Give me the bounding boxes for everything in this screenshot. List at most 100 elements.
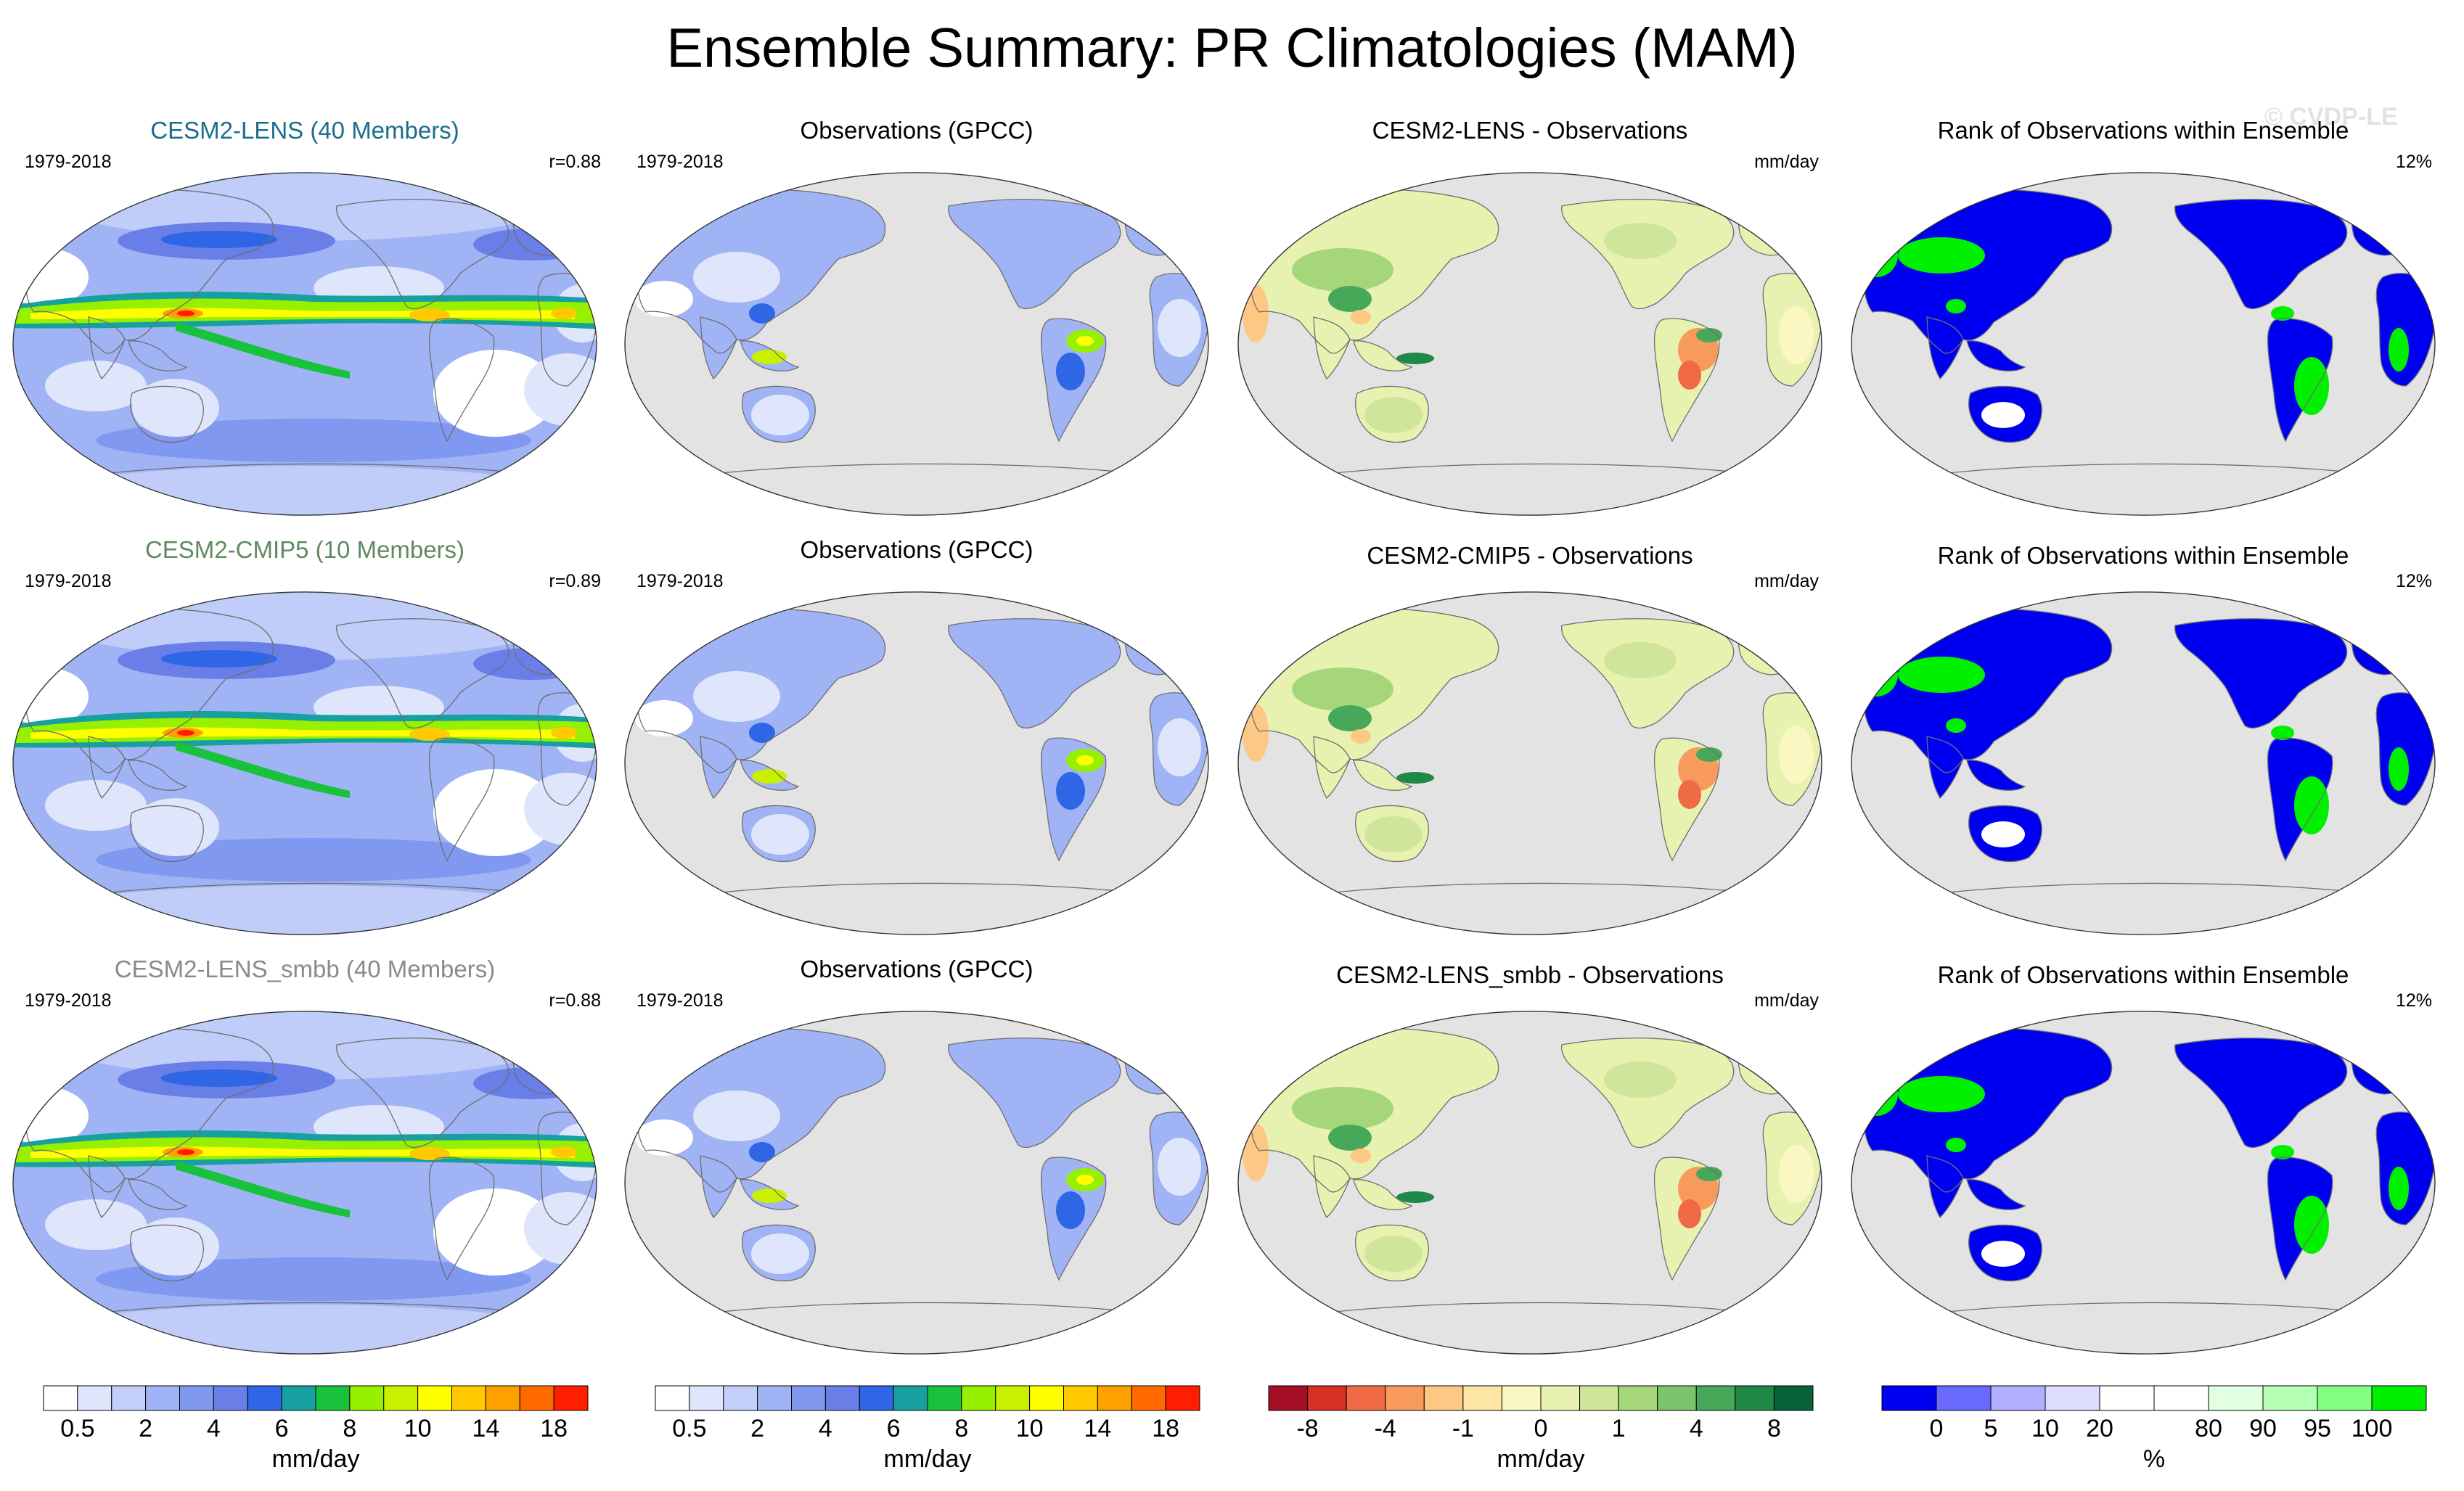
colorbar-tick-label: -8 bbox=[1296, 1415, 1318, 1442]
observations-panel-title: Observations (GPCC) bbox=[800, 956, 1034, 982]
colorbar-box bbox=[179, 1385, 214, 1411]
observations-panel: Observations (GPCC) 1979-2018 bbox=[621, 116, 1213, 522]
rank-map bbox=[1847, 588, 2439, 939]
colorbar-diff-pr: -8 -4 -1 0 1 4 8 mm/day bbox=[1265, 1379, 1817, 1480]
difference-panel: CESM2-LENS_smbb - Observations mm/day bbox=[1234, 955, 1826, 1361]
colorbar-units: mm/day bbox=[272, 1445, 360, 1473]
colorbar-box bbox=[689, 1385, 724, 1411]
rank-map-svg bbox=[1851, 172, 2436, 516]
colorbar-tick-label: 8 bbox=[954, 1415, 968, 1442]
colorbar-box bbox=[1881, 1385, 1937, 1411]
colorbar-units: % bbox=[2143, 1445, 2165, 1473]
colorbar-box bbox=[893, 1385, 928, 1411]
colorbar-box bbox=[791, 1385, 826, 1411]
model-pr-map-svg bbox=[12, 172, 597, 516]
colorbar-box bbox=[1029, 1385, 1064, 1411]
rank-panel: Rank of Observations within Ensemble 12% bbox=[1847, 955, 2439, 1361]
colorbar-box bbox=[349, 1385, 385, 1411]
colorbar-box bbox=[43, 1385, 78, 1411]
colorbar-tick-label: 8 bbox=[1767, 1415, 1781, 1442]
colorbar-box bbox=[2262, 1385, 2318, 1411]
colorbar-box bbox=[1307, 1385, 1347, 1411]
difference-map-svg bbox=[1237, 1011, 1822, 1355]
colorbar-box bbox=[2317, 1385, 2373, 1411]
units-label: mm/day bbox=[1754, 990, 1819, 1011]
colorbar-box bbox=[655, 1385, 690, 1411]
colorbar-box bbox=[1268, 1385, 1309, 1411]
colorbar-box bbox=[1990, 1385, 2046, 1411]
colorbar-box bbox=[1131, 1385, 1166, 1411]
colorbar-tick-label: 6 bbox=[887, 1415, 901, 1442]
colorbar-box bbox=[1618, 1385, 1658, 1411]
model-panel: CESM2-LENS (40 Members) 1979-2018 r=0.88 bbox=[9, 116, 601, 522]
colorbar-tick-label: 0.5 bbox=[60, 1415, 94, 1442]
colorbar-box bbox=[1165, 1385, 1200, 1411]
colorbar-box bbox=[1773, 1385, 1814, 1411]
rank-map bbox=[1847, 1007, 2439, 1358]
difference-panel: CESM2-CMIP5 - Observations mm/day bbox=[1234, 535, 1826, 942]
colorbar-box bbox=[145, 1385, 180, 1411]
colorbar-tick-label: 0 bbox=[1930, 1415, 1944, 1442]
colorbar-tick-label: 8 bbox=[343, 1415, 356, 1442]
colorbar-obs-pr: 0.5 2 4 6 8 10 14 18 mm/day bbox=[652, 1379, 1203, 1480]
colorbar-tick-label: 14 bbox=[472, 1415, 499, 1442]
colorbar-units: mm/day bbox=[1497, 1445, 1585, 1473]
colorbar-box bbox=[824, 1385, 860, 1411]
colorbar-tick-label: -1 bbox=[1452, 1415, 1474, 1442]
colorbar-svg: 0 5 10 20 80 90 95 100% bbox=[1881, 1385, 2427, 1473]
colorbar-box bbox=[1346, 1385, 1386, 1411]
rank-panel-title: Rank of Observations within Ensemble bbox=[1937, 542, 2349, 569]
model-pr-map bbox=[9, 588, 601, 939]
colorbar-box bbox=[927, 1385, 962, 1411]
colorbar-tick-label: 100 bbox=[2352, 1415, 2393, 1442]
colorbar-box bbox=[1540, 1385, 1581, 1411]
colorbar-box bbox=[383, 1385, 419, 1411]
difference-map-svg bbox=[1237, 591, 1822, 935]
figure-title: Ensemble Summary: PR Climatologies (MAM) bbox=[666, 17, 1798, 79]
colorbar-tick-label: 10 bbox=[404, 1415, 432, 1442]
colorbar-box bbox=[1097, 1385, 1132, 1411]
colorbar-tick-label: 4 bbox=[819, 1415, 832, 1442]
observed-pr-map bbox=[621, 1007, 1213, 1358]
colorbar-box bbox=[1385, 1385, 1425, 1411]
observations-panel-title: Observations (GPCC) bbox=[800, 536, 1034, 563]
colorbar-box bbox=[1695, 1385, 1736, 1411]
colorbar-tick-label: 20 bbox=[2086, 1415, 2113, 1442]
difference-map bbox=[1234, 588, 1826, 939]
years-label: 1979-2018 bbox=[637, 990, 724, 1011]
rank-percent: 12% bbox=[2395, 571, 2432, 591]
observed-pr-map-svg bbox=[624, 1011, 1209, 1355]
rank-panel: Rank of Observations within Ensemble 12% bbox=[1847, 535, 2439, 942]
colorbar-tick-label: -4 bbox=[1375, 1415, 1396, 1442]
observations-panel: Observations (GPCC) 1979-2018 bbox=[621, 955, 1213, 1361]
colorbar-box bbox=[1657, 1385, 1697, 1411]
years-label: 1979-2018 bbox=[637, 571, 724, 591]
colorbar-box bbox=[213, 1385, 248, 1411]
colorbar-tick-label: 6 bbox=[275, 1415, 289, 1442]
rank-panel-title: Rank of Observations within Ensemble bbox=[1937, 961, 2349, 988]
years-label: 1979-2018 bbox=[637, 152, 724, 172]
difference-map-svg bbox=[1237, 172, 1822, 516]
difference-panel-title: CESM2-LENS - Observations bbox=[1372, 117, 1688, 144]
observations-panel: Observations (GPCC) 1979-2018 bbox=[621, 535, 1213, 942]
difference-panel-title: CESM2-LENS_smbb - Observations bbox=[1336, 961, 1724, 988]
model-pr-map-svg bbox=[12, 591, 597, 935]
colorbar-box bbox=[485, 1385, 520, 1411]
colorbar-tick-label: 10 bbox=[2031, 1415, 2059, 1442]
colorbar-tick-label: 4 bbox=[1690, 1415, 1703, 1442]
observed-pr-map-svg bbox=[624, 172, 1209, 516]
difference-map bbox=[1234, 168, 1826, 519]
difference-panel-title: CESM2-CMIP5 - Observations bbox=[1367, 542, 1693, 569]
colorbar-box bbox=[2371, 1385, 2427, 1411]
colorbar-box bbox=[1501, 1385, 1542, 1411]
colorbar-box bbox=[2099, 1385, 2155, 1411]
observed-pr-map bbox=[621, 588, 1213, 939]
colorbar-box bbox=[2153, 1385, 2209, 1411]
colorbar-box bbox=[247, 1385, 282, 1411]
colorbar-tick-label: 18 bbox=[1152, 1415, 1179, 1442]
colorbar-box bbox=[315, 1385, 351, 1411]
colorbar-box bbox=[451, 1385, 486, 1411]
colorbar-tick-label: 90 bbox=[2249, 1415, 2277, 1442]
colorbar-box bbox=[1462, 1385, 1502, 1411]
model-pr-map bbox=[9, 168, 601, 519]
